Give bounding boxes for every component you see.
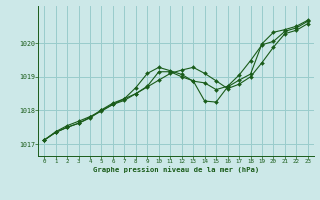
X-axis label: Graphe pression niveau de la mer (hPa): Graphe pression niveau de la mer (hPa) — [93, 166, 259, 173]
